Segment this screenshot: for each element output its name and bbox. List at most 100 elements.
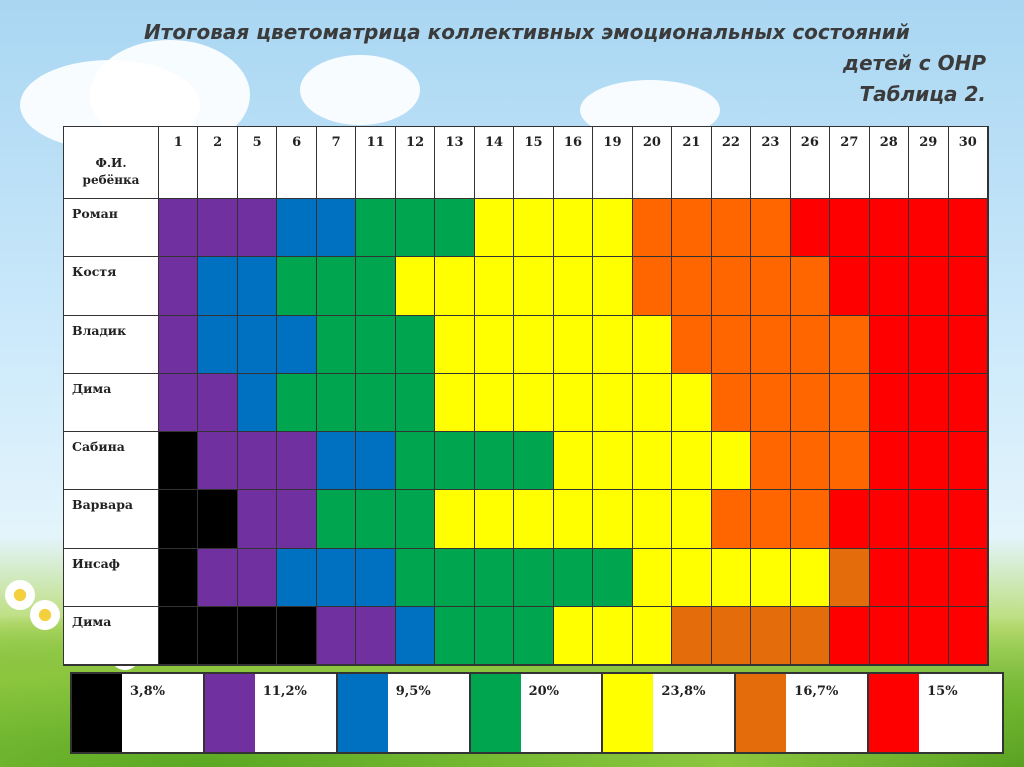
matrix-cell (672, 432, 712, 491)
matrix-cell (237, 257, 278, 316)
legend-divider (601, 674, 604, 752)
matrix-cell (751, 606, 791, 665)
matrix-cell (198, 199, 238, 258)
child-name: Варвара (64, 490, 159, 549)
matrix-cell (632, 548, 673, 607)
matrix-cell (474, 315, 515, 374)
header-corner: Ф.И. ребёнка (64, 127, 159, 199)
matrix-cell (632, 490, 673, 549)
matrix-cell (474, 373, 515, 432)
matrix-cell (672, 373, 712, 432)
matrix-cell (830, 548, 870, 607)
legend-swatch (204, 674, 255, 752)
matrix-cell (435, 548, 475, 607)
matrix-cell (474, 490, 515, 549)
matrix-cell (869, 257, 910, 316)
matrix-cell (672, 490, 712, 549)
matrix-cell (435, 257, 475, 316)
legend-percent: 9,5% (395, 684, 431, 699)
column-header: 6 (277, 127, 317, 199)
matrix-cell (909, 199, 949, 258)
matrix-cell (277, 199, 317, 258)
column-header: 22 (711, 127, 752, 199)
column-header: 19 (593, 127, 633, 199)
matrix-cell (356, 199, 396, 258)
matrix-cell (514, 199, 554, 258)
matrix-cell (711, 548, 752, 607)
legend-item: 16,7% (736, 674, 869, 752)
legend-percent: 16,7% (794, 684, 839, 699)
matrix-cell (948, 548, 988, 607)
matrix-cell (198, 373, 238, 432)
column-header: 27 (830, 127, 870, 199)
matrix-cell (356, 548, 396, 607)
matrix-cell (672, 257, 712, 316)
matrix-cell (593, 548, 633, 607)
matrix-cell (514, 315, 554, 374)
matrix-cell (751, 257, 791, 316)
color-legend: 3,8% 11,2% 9,5% 20% 23,8% 16,7% 15% (70, 672, 1004, 754)
matrix-cell (474, 606, 515, 665)
legend-percent: 15% (927, 684, 958, 699)
matrix-cell (237, 315, 278, 374)
column-header: 26 (790, 127, 831, 199)
matrix-cell (632, 373, 673, 432)
matrix-cell (553, 257, 594, 316)
matrix-cell (632, 606, 673, 665)
column-header: 29 (909, 127, 949, 199)
matrix-cell (316, 373, 357, 432)
matrix-cell (474, 257, 515, 316)
child-name: Роман (64, 199, 159, 258)
matrix-cell (711, 199, 752, 258)
matrix-cell (159, 257, 199, 316)
corner-label-2: ребёнка (82, 173, 140, 187)
matrix-cell (553, 373, 594, 432)
matrix-cell (909, 606, 949, 665)
legend-percent: 20% (528, 684, 560, 699)
matrix-cell (395, 315, 436, 374)
matrix-cell (830, 606, 870, 665)
matrix-cell (316, 548, 357, 607)
matrix-cell (909, 257, 949, 316)
matrix-cell (237, 548, 278, 607)
matrix-cell (593, 257, 633, 316)
matrix-cell (711, 257, 752, 316)
matrix-cell (672, 606, 712, 665)
matrix-cell (948, 257, 988, 316)
matrix-cell (395, 490, 436, 549)
matrix-cell (790, 432, 831, 491)
matrix-cell (553, 548, 594, 607)
legend-divider (202, 674, 205, 752)
matrix-cell (672, 548, 712, 607)
matrix-cell (198, 490, 238, 549)
matrix-cell (435, 373, 475, 432)
corner-label-1: Ф.И. (95, 156, 127, 170)
matrix-cell (751, 432, 791, 491)
matrix-cell (830, 315, 870, 374)
column-header: 21 (672, 127, 712, 199)
matrix-cell (830, 257, 870, 316)
child-name: Костя (64, 257, 159, 316)
matrix-cell (672, 199, 712, 258)
matrix-cell (751, 548, 791, 607)
matrix-cell (909, 432, 949, 491)
column-header: 23 (751, 127, 791, 199)
matrix-cell (948, 606, 988, 665)
matrix-cell (159, 199, 199, 258)
matrix-cell (316, 199, 357, 258)
legend-percent: 3,8% (130, 684, 165, 699)
matrix-cell (159, 432, 199, 491)
matrix-cell (593, 606, 633, 665)
matrix-cell (869, 315, 910, 374)
matrix-cell (435, 490, 475, 549)
matrix-cell (711, 432, 752, 491)
matrix-cell (198, 315, 238, 374)
legend-swatch (869, 674, 920, 752)
matrix-cell (632, 257, 673, 316)
child-name: Дима (64, 373, 159, 432)
matrix-cell (751, 490, 791, 549)
matrix-cell (514, 490, 554, 549)
matrix-cell (830, 432, 870, 491)
matrix-cell (395, 432, 436, 491)
legend-item: 3,8% (72, 674, 205, 752)
